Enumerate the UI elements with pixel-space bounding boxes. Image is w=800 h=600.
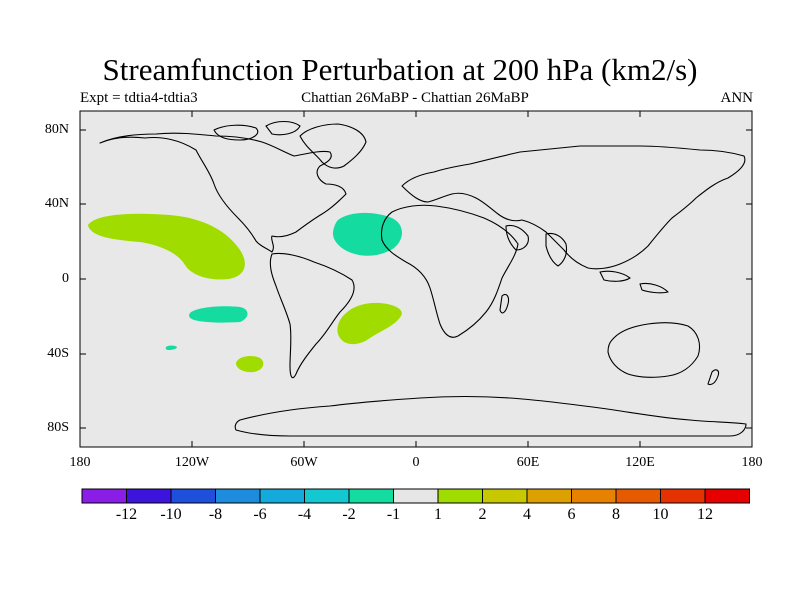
colorbar-box	[482, 488, 528, 504]
colorbar-label: -1	[386, 506, 401, 523]
x-tick-label: 180	[741, 455, 763, 470]
colorbar-label: 2	[478, 506, 487, 523]
colorbar-box	[126, 488, 172, 504]
colorbar-label: -10	[160, 506, 182, 523]
season-label: ANN	[720, 90, 754, 106]
colorbar-box	[526, 488, 572, 504]
colorbar-label: 8	[612, 506, 620, 523]
anomaly-central-pacific-positive	[88, 213, 245, 280]
coastline-australia	[607, 322, 701, 378]
colorbar-box	[571, 488, 617, 504]
x-tick-label: 60W	[290, 455, 318, 470]
coastlines	[99, 120, 747, 437]
colorbar-box	[259, 488, 305, 504]
colorbar-label: -2	[342, 506, 356, 523]
colorbar-label: 6	[567, 506, 576, 523]
map-background	[80, 111, 752, 447]
x-tick-label: 180	[69, 455, 91, 470]
anomaly-south-pacific-negative	[189, 306, 248, 323]
colorbar-label: -4	[297, 506, 312, 523]
colorbar-label: 10	[652, 506, 669, 523]
anomaly-southeast-pacific-positive	[236, 355, 264, 373]
coastline-arctic-islands	[213, 120, 301, 141]
x-tick-label: 120E	[625, 455, 655, 470]
coastline-north-america	[99, 132, 347, 253]
colorbar-label: -6	[253, 506, 267, 523]
coastline-indonesia	[599, 270, 669, 294]
colorbar-box	[348, 488, 394, 504]
coastline-europe-asia	[401, 145, 746, 270]
coastline-india	[545, 232, 568, 267]
coastline-madagascar	[499, 293, 510, 314]
colorbar-box	[615, 488, 661, 504]
coastline-new-zealand	[707, 369, 720, 386]
colorbar-label: 12	[697, 506, 713, 523]
coastline-antarctica	[234, 395, 747, 437]
y-tick-label: 80S	[47, 420, 69, 435]
colorbar-box	[704, 488, 750, 504]
colorbar-box	[437, 488, 483, 504]
coastline-greenland	[299, 123, 367, 169]
colorbar	[81, 488, 750, 504]
period-label: Chattian 26MaBP - Chattian 26MaBP	[301, 90, 529, 106]
colorbar-box	[170, 488, 216, 504]
coastline-arabia	[505, 224, 529, 251]
colorbar-box	[215, 488, 261, 504]
y-tick-label: 80N	[44, 122, 69, 137]
anomaly-small-south-pacific-negative	[165, 345, 177, 350]
experiment-label: Expt = tdtia4-tdtia3	[80, 90, 198, 106]
y-tick-label: 40N	[44, 196, 69, 211]
y-tick-label: 40S	[47, 346, 69, 361]
plot-title: Streamfunction Perturbation at 200 hPa (…	[102, 52, 698, 87]
coastline-south-america	[269, 252, 355, 379]
colorbar-label: 4	[523, 506, 531, 523]
y-tick-label: 0	[62, 271, 69, 286]
coastline-africa	[380, 204, 519, 338]
colorbar-box	[660, 488, 706, 504]
axis-ticks	[80, 111, 752, 447]
colorbar-box	[304, 488, 350, 504]
colorbar-label: -8	[208, 506, 223, 523]
x-tick-label: 0	[412, 455, 420, 470]
colorbar-box	[393, 488, 439, 504]
anomaly-south-atlantic-positive	[337, 302, 402, 345]
colorbar-box	[81, 488, 127, 504]
x-tick-label: 120W	[174, 455, 210, 470]
colorbar-label: -12	[115, 506, 138, 523]
colorbar-label: 1	[434, 506, 442, 523]
x-tick-label: 60E	[516, 455, 540, 470]
